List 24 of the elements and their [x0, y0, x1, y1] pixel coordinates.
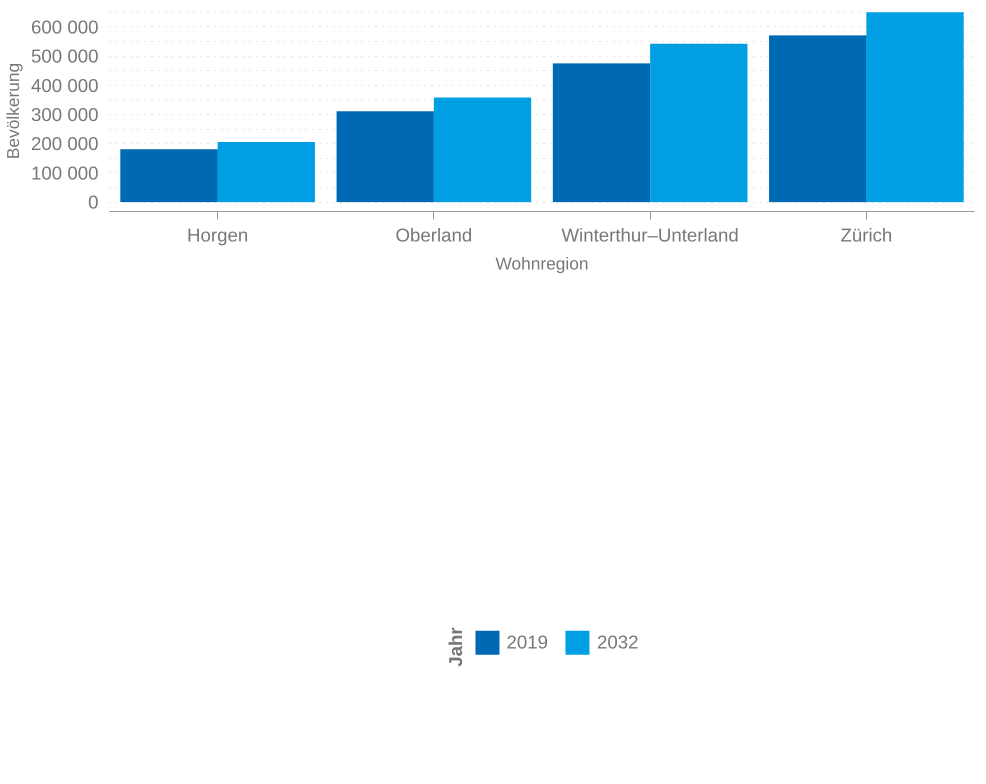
y-tick-label: 100 000 — [31, 162, 99, 184]
x-tick-label: Horgen — [187, 224, 248, 246]
x-axis-title: Wohnregion — [495, 254, 589, 274]
y-tick-label: 200 000 — [31, 133, 99, 154]
y-tick-label: 600 000 — [31, 16, 99, 38]
legend-label: 2019 — [506, 631, 548, 654]
y-tick-label: 500 000 — [31, 46, 99, 67]
x-tick-label: Oberland — [396, 224, 472, 246]
bar — [769, 35, 866, 202]
bar — [336, 111, 434, 202]
bar — [120, 149, 218, 202]
y-tick-label: 400 000 — [31, 74, 99, 96]
bar — [218, 142, 315, 202]
y-tick-label: 0 — [88, 192, 99, 213]
x-tick-label: Winterthur–Unterland — [561, 224, 739, 246]
bar — [650, 44, 748, 202]
bar — [866, 12, 964, 202]
x-tick-label: Zürich — [840, 224, 892, 246]
y-tick-label: 300 000 — [31, 104, 99, 126]
legend-label: 2032 — [597, 631, 639, 654]
y-axis-title: Bevölkerung — [3, 62, 24, 160]
bar — [552, 63, 650, 202]
bar — [434, 98, 532, 202]
legend-title: Jahr — [444, 627, 466, 667]
